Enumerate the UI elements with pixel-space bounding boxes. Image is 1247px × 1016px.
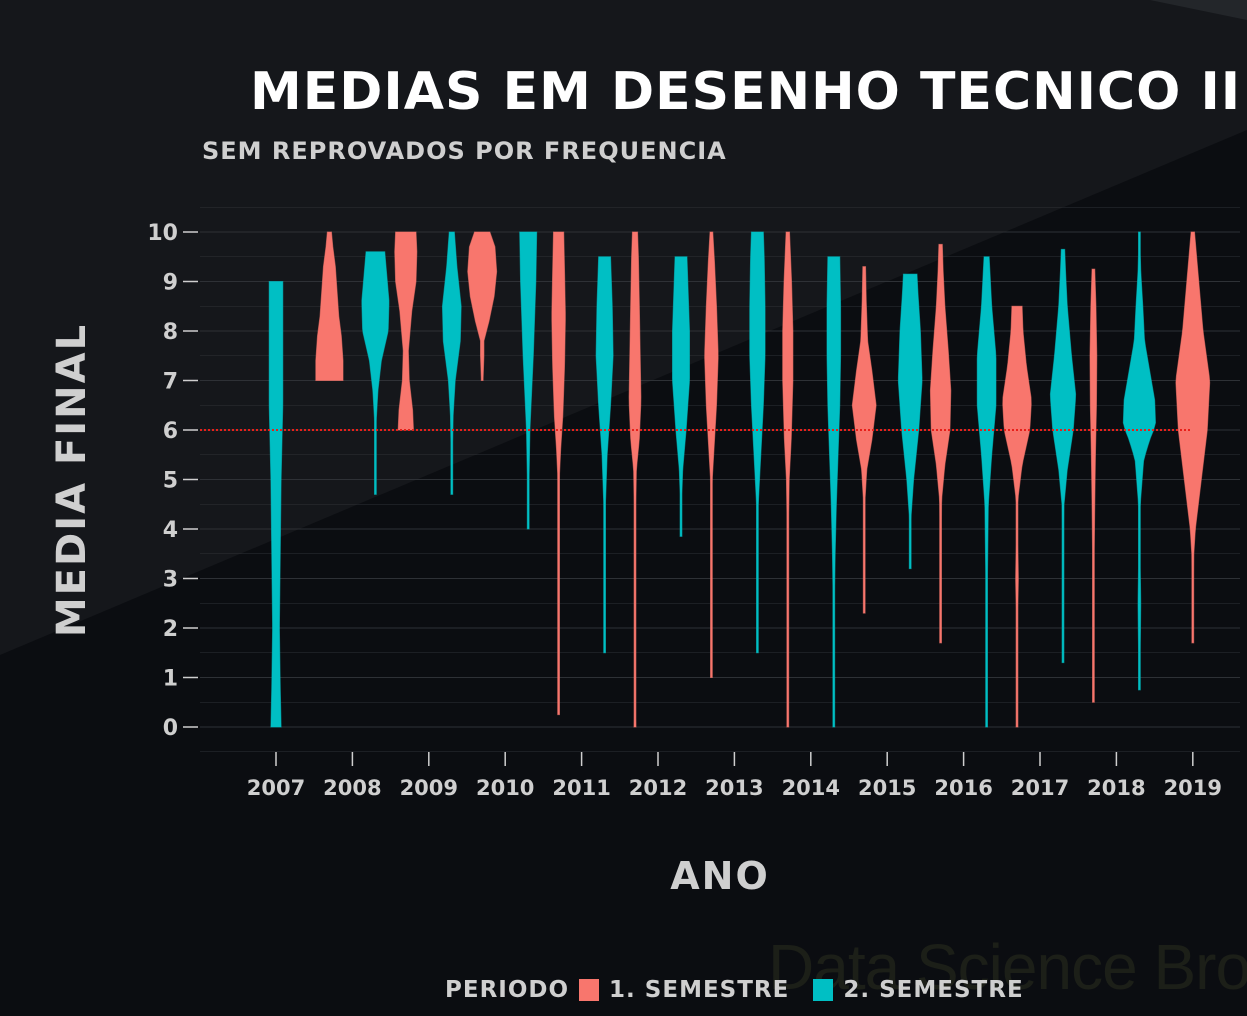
y-tick-label: 5 (163, 469, 178, 494)
violin-2016-2-semestre (976, 256, 997, 728)
y-tick-label: 7 (163, 370, 178, 395)
x-tick-label-2012: 2012 (629, 776, 687, 800)
violin-2009-1-semestre (394, 231, 418, 431)
violin-2012-2-semestre (672, 256, 690, 537)
legend-key-1-semestre (579, 979, 600, 1001)
violin-2007-2-semestre (268, 281, 284, 728)
violin-2015-1-semestre (851, 266, 877, 614)
watermark-text: Data Science Broon (768, 931, 1247, 1003)
y-tick-label: 3 (163, 568, 178, 593)
violin-2008-1-semestre (315, 231, 344, 381)
y-tick-label: 10 (147, 221, 178, 246)
violin-2017-2-semestre (1049, 248, 1077, 664)
legend-title: PERIODO (445, 977, 570, 1003)
violin-2019-1-semestre (1175, 231, 1211, 644)
x-tick-label-2008: 2008 (323, 776, 381, 800)
x-tick-label-2013: 2013 (705, 776, 763, 800)
violin-2018-2-semestre (1122, 231, 1156, 691)
x-tick-label-2018: 2018 (1087, 776, 1145, 800)
violins (268, 231, 1211, 728)
violin-2011-2-semestre (595, 256, 614, 654)
violin-2013-2-semestre (749, 231, 766, 654)
legend: PERIODO 1. SEMESTRE 2. SEMESTRE (445, 972, 1024, 1008)
violin-2018-1-semestre (1089, 268, 1098, 703)
y-tick-label: 4 (163, 518, 178, 543)
y-tick-label: 6 (163, 419, 178, 444)
violin-2013-1-semestre (704, 231, 719, 678)
legend-label-1-semestre: 1. SEMESTRE (609, 977, 790, 1003)
violin-2017-1-semestre (1002, 305, 1032, 728)
x-tick-label-2017: 2017 (1011, 776, 1069, 800)
y-tick-label: 8 (163, 320, 178, 345)
violin-2011-1-semestre (551, 231, 566, 716)
violin-2014-1-semestre (782, 231, 794, 728)
violin-2009-2-semestre (441, 231, 462, 495)
violin-2012-1-semestre (628, 231, 642, 728)
y-tick-label: 1 (163, 667, 178, 692)
y-tick-label: 9 (163, 271, 178, 296)
x-tick-label-2009: 2009 (400, 776, 458, 800)
y-axis-label: MEDIA FINAL (49, 322, 95, 638)
violin-2010-2-semestre (519, 231, 538, 530)
x-tick-label-2019: 2019 (1164, 776, 1222, 800)
violin-2010-1-semestre (467, 231, 498, 381)
x-tick-label-2014: 2014 (782, 776, 840, 800)
x-tick-label-2010: 2010 (476, 776, 534, 800)
violin-2015-2-semestre (897, 273, 923, 570)
chart-subtitle: SEM REPROVADOS POR FREQUENCIA (202, 137, 727, 165)
chart-title: MEDIAS EM DESENHO TECNICO II (250, 62, 1242, 122)
x-axis-label: ANO (670, 854, 770, 898)
x-tick-label-2015: 2015 (858, 776, 916, 800)
x-tick-label-2011: 2011 (552, 776, 610, 800)
gridlines (200, 206, 1240, 753)
y-tick-label: 0 (163, 716, 178, 741)
x-tick-label-2016: 2016 (934, 776, 992, 800)
x-tick-label-2007: 2007 (247, 776, 305, 800)
violin-2014-2-semestre (826, 256, 842, 728)
violin-2016-1-semestre (929, 243, 952, 644)
y-tick-label: 2 (163, 617, 178, 642)
legend-label-2-semestre: 2. SEMESTRE (843, 977, 1024, 1003)
axes: 0 1 2 3 4 5 6 7 8 9 10 2007 2008 2009 2010 2011 2012 2013… (147, 221, 1222, 800)
violin-2008-2-semestre (361, 251, 390, 495)
legend-key-2-semestre (813, 979, 834, 1001)
